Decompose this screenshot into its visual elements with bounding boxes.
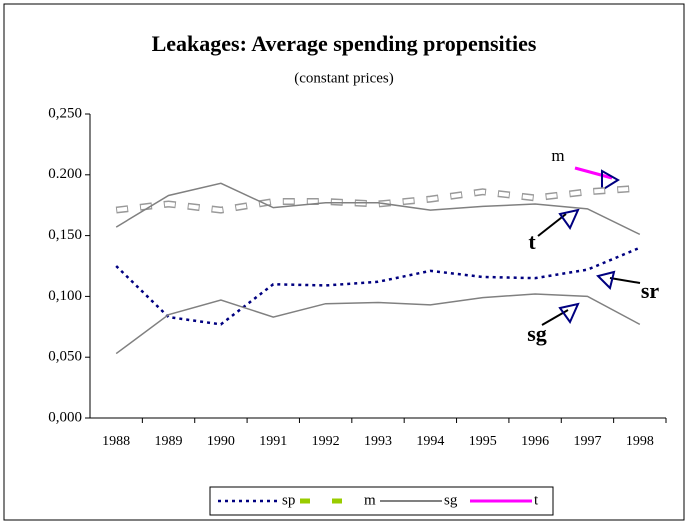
legend-label: sg <box>444 492 458 508</box>
y-tick-label: 0,100 <box>48 288 82 304</box>
series-line <box>115 293 641 355</box>
x-tick-label: 1991 <box>259 434 287 449</box>
chart-subtitle: (constant prices) <box>294 70 394 86</box>
x-tick-label: 1993 <box>364 434 392 449</box>
chart-frame <box>3 3 685 521</box>
y-tick-label: 0.200 <box>48 166 82 182</box>
y-tick-label: 0,250 <box>48 105 82 121</box>
y-tick-label: 0,150 <box>48 227 82 243</box>
x-tick-label: 1994 <box>416 434 444 449</box>
series-line <box>115 182 641 236</box>
x-tick-label: 1998 <box>626 434 654 449</box>
annotation-arrows <box>537 166 641 326</box>
series-line-inner <box>115 186 640 213</box>
legend-label: t <box>534 492 539 508</box>
chart-title: Leakages: Average spending propensities <box>152 31 537 56</box>
annotation: sg <box>527 321 547 346</box>
legend-label: sp <box>282 492 295 508</box>
annotation: t <box>528 229 536 254</box>
x-tick-label: 1989 <box>155 434 183 449</box>
x-tick-label: 1992 <box>312 434 340 449</box>
y-tick-label: 0,050 <box>48 349 82 365</box>
legend-label: m <box>364 492 376 508</box>
x-tick-label: 1990 <box>207 434 235 449</box>
x-tick-label: 1997 <box>573 434 601 449</box>
annotation: sr <box>641 278 660 303</box>
x-tick-label: 1996 <box>521 434 549 449</box>
series-line <box>115 246 641 326</box>
y-tick-label: 0,000 <box>48 409 82 425</box>
x-tick-label: 1995 <box>469 434 497 449</box>
x-tick-label: 1988 <box>102 434 130 449</box>
annotation: m <box>551 146 564 165</box>
